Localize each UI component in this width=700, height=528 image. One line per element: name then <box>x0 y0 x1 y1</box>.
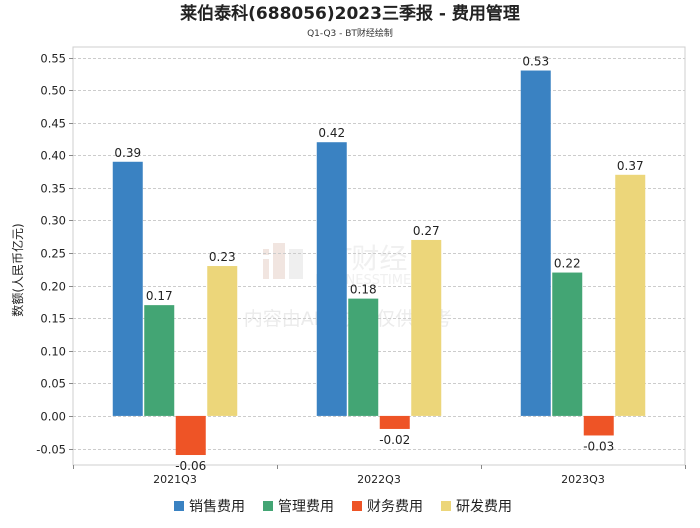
bar <box>379 415 410 429</box>
y-tick-label: 0.40 <box>40 149 66 163</box>
bar <box>207 266 238 416</box>
legend-label: 销售费用 <box>189 499 245 515</box>
bar <box>520 70 551 416</box>
chart-title: 莱伯泰科(688056)2023三季报 - 费用管理 <box>180 3 520 24</box>
y-tick-label: 0.55 <box>40 52 66 66</box>
y-tick-label: 0.20 <box>40 280 66 294</box>
data-label: 0.39 <box>114 146 141 160</box>
y-tick-label: 0.25 <box>40 247 66 261</box>
data-label: 0.17 <box>146 289 173 303</box>
bar <box>175 415 206 456</box>
gridlines <box>73 58 685 450</box>
watermark-logo-icon <box>263 243 303 279</box>
y-tick-label: 0.35 <box>40 182 66 196</box>
legend-label: 财务费用 <box>367 499 423 515</box>
bar <box>144 305 175 416</box>
bar <box>411 239 442 416</box>
x-tick-label: 2021Q3 <box>153 473 197 486</box>
bar <box>112 161 143 416</box>
data-label: -0.03 <box>583 439 614 453</box>
x-tick-label: 2022Q3 <box>357 473 401 486</box>
data-label: 0.22 <box>554 257 581 271</box>
bar <box>583 415 614 436</box>
legend: 销售费用 管理费用 财务费用 研发费用 <box>174 499 512 515</box>
plot-frame <box>72 46 686 466</box>
data-label: -0.06 <box>175 459 206 473</box>
legend-label: 管理费用 <box>278 499 334 515</box>
data-label: 0.18 <box>350 283 377 297</box>
bar <box>348 298 379 416</box>
axes: 0.55 0.50 0.45 0.40 0.35 0.30 0.25 0.20 0.15 0.10… <box>36 46 686 486</box>
bar <box>552 272 583 416</box>
y-tick-label: 0.05 <box>40 377 66 391</box>
data-label: 0.42 <box>318 126 345 140</box>
bars <box>112 70 646 456</box>
x-tick-label: 2023Q3 <box>561 473 605 486</box>
legend-swatch <box>263 501 273 511</box>
legend-label: 研发费用 <box>456 499 512 515</box>
y-tick-label: -0.05 <box>36 443 66 457</box>
legend-swatch <box>352 501 362 511</box>
chart-subtitle: Q1-Q3 - BT财经绘制 <box>307 27 393 39</box>
data-labels: 0.39 0.17 -0.06 0.23 0.42 0.18 -0.02 0.27 0.53 0.… <box>114 55 643 473</box>
data-label: 0.37 <box>617 159 644 173</box>
data-label: -0.02 <box>379 433 410 447</box>
data-label: 0.53 <box>522 55 549 69</box>
y-tick-label: 0.50 <box>40 84 66 98</box>
bar <box>316 142 347 416</box>
y-tick-label: 0.30 <box>40 214 66 228</box>
y-tick-label: 0.45 <box>40 117 66 131</box>
bar <box>615 174 646 416</box>
y-tick-label: 0.00 <box>40 410 66 424</box>
data-label: 0.23 <box>209 250 236 264</box>
legend-swatch <box>441 501 451 511</box>
y-tick-label: 0.10 <box>40 345 66 359</box>
data-label: 0.27 <box>413 224 440 238</box>
y-tick-label: 0.15 <box>40 312 66 326</box>
y-axis-title: 数额(人民币亿元) <box>10 223 25 316</box>
legend-swatch <box>174 501 184 511</box>
